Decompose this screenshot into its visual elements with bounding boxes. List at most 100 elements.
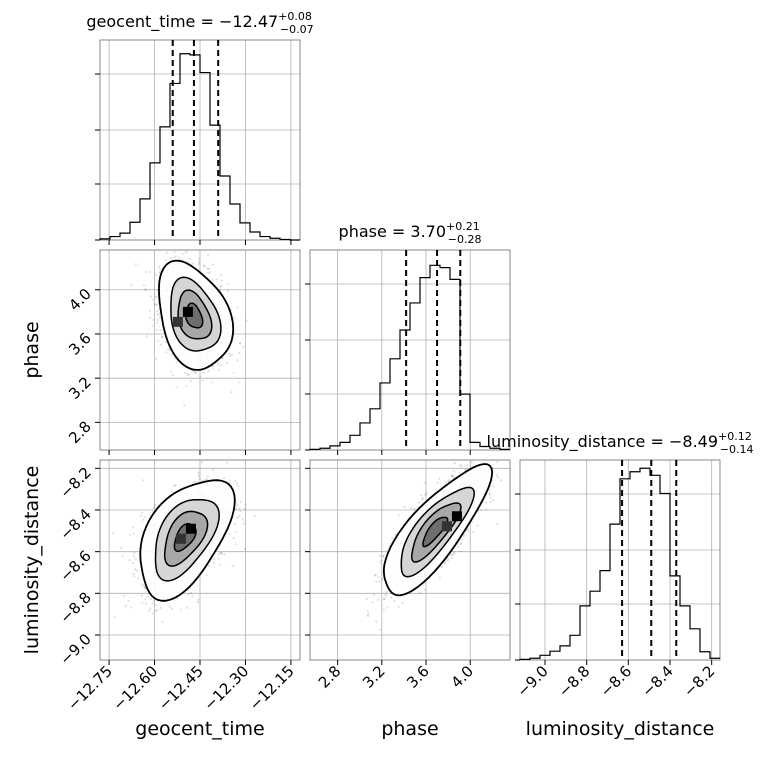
sample-point xyxy=(228,352,231,356)
sample-point xyxy=(179,608,182,611)
sample-point xyxy=(477,456,479,458)
y-tick-label: −9.0 xyxy=(56,630,94,668)
sample-point xyxy=(124,605,127,608)
sample-point xyxy=(213,557,216,561)
sample-point xyxy=(244,503,247,506)
sample-point xyxy=(211,468,215,471)
y-tick-label: −8.6 xyxy=(56,547,94,585)
sample-point xyxy=(378,554,381,557)
sample-point xyxy=(378,561,382,564)
sample-point xyxy=(193,371,197,375)
sample-point xyxy=(371,601,374,604)
sample-point xyxy=(235,482,239,485)
y-axis-title: phase xyxy=(21,321,43,378)
sample-point xyxy=(203,265,206,268)
sample-point xyxy=(207,254,210,257)
density-peak xyxy=(441,521,452,532)
sample-point xyxy=(198,260,201,263)
sample-point xyxy=(238,514,241,518)
sample-point xyxy=(127,599,130,602)
joint-geocent-time-phase: 2.8 3.2 3.6 4.0 xyxy=(65,247,301,455)
sample-point xyxy=(152,318,155,321)
sample-point xyxy=(465,529,468,532)
sample-point xyxy=(142,585,145,588)
y-tick-label: −8.8 xyxy=(56,588,94,626)
x-tick-label: −12.60 xyxy=(109,662,161,714)
sample-point xyxy=(489,501,492,504)
sample-point xyxy=(381,578,384,581)
sample-point xyxy=(228,532,231,535)
sample-point xyxy=(390,596,393,599)
sample-point xyxy=(119,546,123,549)
sample-point xyxy=(185,384,188,387)
sample-point xyxy=(444,561,447,565)
sample-point xyxy=(394,533,397,536)
sample-point xyxy=(133,551,136,554)
sample-point xyxy=(151,510,154,513)
sample-point xyxy=(374,574,377,577)
sample-point xyxy=(239,510,242,513)
sample-point xyxy=(204,478,207,481)
x-tick-label: −8.6 xyxy=(597,662,635,700)
sample-point xyxy=(158,312,161,315)
histogram-step xyxy=(309,264,510,451)
sample-point xyxy=(152,599,155,602)
sample-point xyxy=(242,346,245,349)
sample-point xyxy=(384,593,387,596)
histogram-geocent-time: geocent_time = −12.47+0.08 −0.07 xyxy=(86,10,314,245)
sample-point xyxy=(438,477,441,480)
sample-point xyxy=(453,475,456,479)
sample-point xyxy=(155,321,159,325)
sample-point xyxy=(206,475,209,478)
sample-point xyxy=(253,514,257,517)
sample-point xyxy=(484,501,488,504)
sample-point xyxy=(452,552,456,555)
sample-point xyxy=(168,247,170,249)
sample-point xyxy=(207,564,211,568)
sample-point xyxy=(421,498,424,501)
sample-point xyxy=(190,591,193,594)
sample-point xyxy=(489,496,492,499)
sample-point xyxy=(238,342,241,345)
sample-point xyxy=(155,328,158,331)
sample-point xyxy=(491,499,495,502)
sample-point xyxy=(155,303,158,306)
sample-point xyxy=(197,471,200,474)
y-tick-label: 2.8 xyxy=(65,417,95,447)
sample-point xyxy=(232,317,236,320)
sample-point xyxy=(150,597,153,601)
sample-point xyxy=(459,542,463,546)
sample-point xyxy=(155,608,158,612)
sample-point xyxy=(148,316,151,319)
sample-point xyxy=(226,361,229,365)
sample-point xyxy=(375,580,378,584)
sample-point xyxy=(161,620,164,624)
sample-point xyxy=(461,538,464,541)
sample-point xyxy=(440,565,444,569)
sample-point xyxy=(372,593,375,596)
sample-point xyxy=(155,609,158,612)
x-axis-title: luminosity_distance xyxy=(526,718,715,740)
sample-point xyxy=(238,381,241,384)
sample-point xyxy=(241,518,244,521)
sample-point xyxy=(239,501,242,504)
panel-frame xyxy=(309,459,511,661)
sample-point xyxy=(228,479,231,482)
sample-point xyxy=(151,298,154,302)
sample-point xyxy=(417,501,420,504)
sample-point xyxy=(444,480,447,483)
sample-point xyxy=(381,554,385,558)
y-tick-label: 3.2 xyxy=(65,373,95,403)
sample-point xyxy=(217,557,220,560)
sample-point xyxy=(385,591,388,594)
sample-point xyxy=(199,375,202,378)
sample-point xyxy=(173,256,176,259)
sample-point xyxy=(217,361,220,364)
sample-point xyxy=(152,303,156,306)
sample-point xyxy=(488,493,491,496)
sample-point xyxy=(479,509,482,512)
y-tick-label: −8.4 xyxy=(56,505,94,543)
sample-point xyxy=(416,505,419,508)
sample-point xyxy=(201,479,204,482)
